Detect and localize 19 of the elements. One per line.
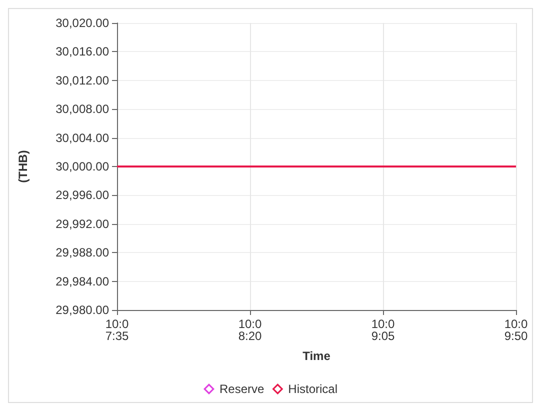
x-tick-label: 10:0 8:20 (238, 317, 262, 343)
x-axis-title: Time (302, 349, 331, 363)
legend-label: Reserve (219, 382, 264, 396)
y-tick-label: 30,012.00 (56, 73, 110, 88)
y-tick-label: 30,020.00 (56, 16, 110, 30)
y-axis-title: (THB) (16, 150, 30, 183)
y-tick-label: 30,000.00 (56, 160, 110, 174)
legend-label: Historical (288, 382, 338, 396)
y-tick-label: 29,980.00 (56, 303, 110, 317)
y-tick-label: 29,992.00 (56, 216, 110, 231)
x-tick-label: 10:0 9:50 (504, 317, 528, 343)
y-tick-label: 29,996.00 (56, 188, 110, 202)
y-tick-label: 30,008.00 (56, 102, 110, 116)
y-tick-label: 29,984.00 (56, 274, 110, 288)
x-tick-label: 10:0 9:05 (371, 317, 395, 343)
y-tick-label: 30,004.00 (56, 130, 110, 145)
x-tick-label: 10:0 7:35 (105, 317, 129, 343)
y-tick-label: 30,016.00 (56, 44, 110, 59)
y-tick-label: 29,988.00 (56, 246, 110, 260)
